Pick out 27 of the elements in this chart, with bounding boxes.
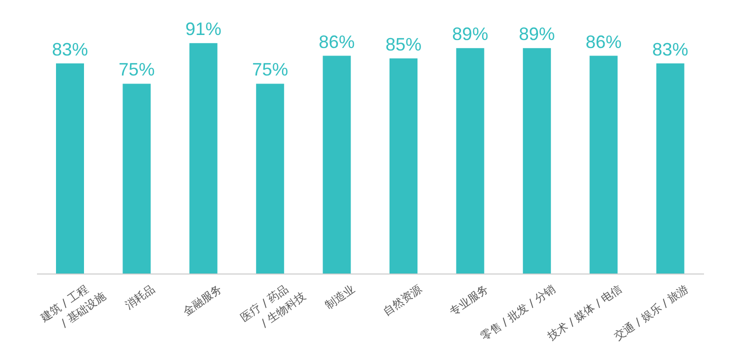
bar	[590, 56, 618, 274]
x-tick-label: 消耗品	[122, 282, 158, 312]
data-label: 91%	[185, 19, 222, 40]
data-label: 85%	[385, 34, 422, 54]
bar	[456, 48, 484, 274]
bar	[322, 56, 351, 274]
bar	[189, 43, 218, 274]
x-tick-label: 医疗 / 药品 / 生物科技	[238, 282, 308, 330]
x-tick-label: 制造业	[322, 282, 358, 312]
x-tick-label: 专业服务	[447, 282, 491, 318]
bar	[56, 63, 84, 274]
x-tick-label: 建筑 / 工程 / 基础设施	[38, 282, 108, 330]
bar	[256, 84, 284, 274]
data-label: 89%	[452, 24, 488, 44]
x-tick-label: 自然资源	[380, 282, 424, 318]
data-label: 75%	[118, 60, 155, 80]
data-label: 86%	[318, 32, 355, 52]
data-label: 83%	[52, 39, 88, 60]
data-label: 75%	[252, 60, 288, 80]
data-label: 83%	[652, 39, 688, 60]
bar	[122, 84, 151, 274]
bar	[656, 63, 684, 274]
data-label: 89%	[518, 24, 555, 44]
bar	[390, 58, 418, 274]
bar	[522, 48, 551, 274]
data-label: 86%	[586, 32, 622, 52]
x-tick-label: 金融服务	[180, 282, 224, 318]
